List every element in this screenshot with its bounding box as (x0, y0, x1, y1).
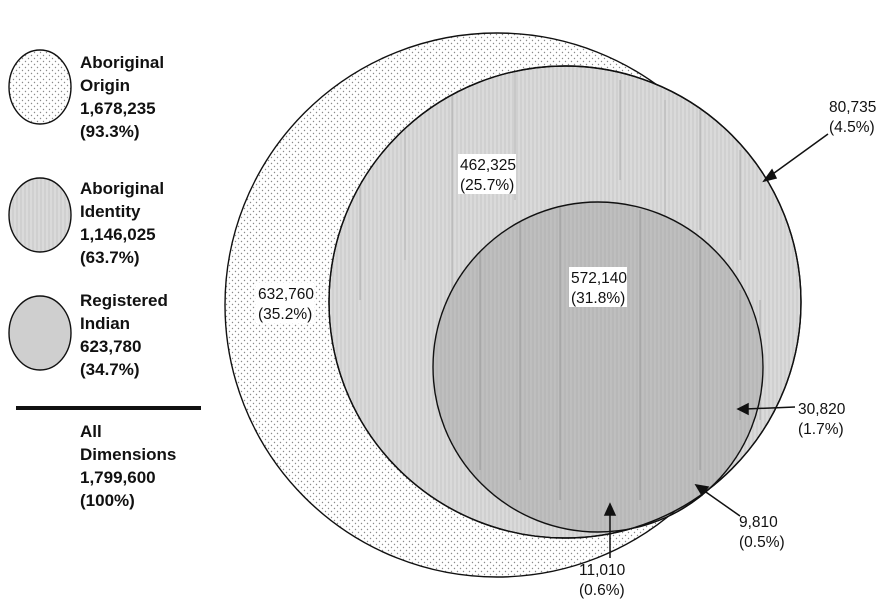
legend-origin-line2: Origin (80, 76, 130, 95)
registered-indian-outline (432, 201, 764, 533)
legend-registered-line2: Indian (80, 314, 130, 333)
origin-only-pct: (35.2%) (258, 306, 312, 323)
legend-identity-line2: Identity (80, 202, 141, 221)
identity-registered-pct: (1.7%) (798, 421, 844, 438)
arrow-head-identity-only (762, 168, 778, 183)
label-bg-origin-identity (458, 154, 516, 194)
identity-only-count: 80,735 (829, 99, 876, 116)
arrow-identity-registered (744, 406, 796, 410)
registered-indian-circle (433, 202, 763, 532)
legend-origin-count: 1,678,235 (80, 99, 156, 118)
all-three-pct: (31.8%) (571, 290, 625, 307)
registered-only-pct: (0.5%) (739, 534, 785, 551)
legend-registered-count: 623,780 (80, 337, 141, 356)
legend-swatch-registered (8, 295, 72, 371)
legend-registered-line1: Registered (80, 291, 168, 310)
origin-registered-count: 11,010 (579, 562, 626, 579)
identity-only-pct: (4.5%) (829, 119, 875, 136)
registered-only-count: 9,810 (739, 514, 778, 531)
legend-identity-line1: Aboriginal (80, 179, 164, 198)
arrow-head-identity-registered (736, 402, 749, 416)
legend-origin-line1: Aboriginal (80, 53, 164, 72)
arrow-head-registered-only (694, 483, 710, 497)
legend-all-pct: (100%) (80, 491, 135, 510)
pointer-arrows (603, 133, 829, 558)
legend-all-line2: Dimensions (80, 445, 176, 464)
legend-swatch-identity (8, 177, 72, 253)
legend-all-count: 1,799,600 (80, 468, 156, 487)
label-bg-origin-only (256, 283, 314, 323)
arrow-head-origin-registered (603, 502, 617, 516)
origin-only-count: 632,760 (258, 286, 314, 303)
arrow-identity-only (769, 133, 829, 177)
legend-all-line1: All (80, 422, 102, 441)
identity-registered-count: 30,820 (798, 401, 846, 418)
arrow-registered-only (702, 489, 741, 517)
origin-identity-pct: (25.7%) (460, 177, 514, 194)
legend-registered-pct: (34.7%) (80, 360, 140, 379)
legend-identity-count: 1,146,025 (80, 225, 156, 244)
legend-origin-pct: (93.3%) (80, 122, 140, 141)
aboriginal-identity-outline (328, 65, 802, 539)
legend-swatch-origin (8, 49, 72, 125)
legend: Aboriginal Origin 1,678,235 (93.3%) Abor… (8, 49, 201, 510)
origin-identity-count: 462,325 (460, 157, 516, 174)
label-bg-all-three (569, 267, 627, 307)
all-three-count: 572,140 (571, 270, 627, 287)
legend-identity-pct: (63.7%) (80, 248, 140, 267)
origin-registered-pct: (0.6%) (579, 582, 625, 599)
